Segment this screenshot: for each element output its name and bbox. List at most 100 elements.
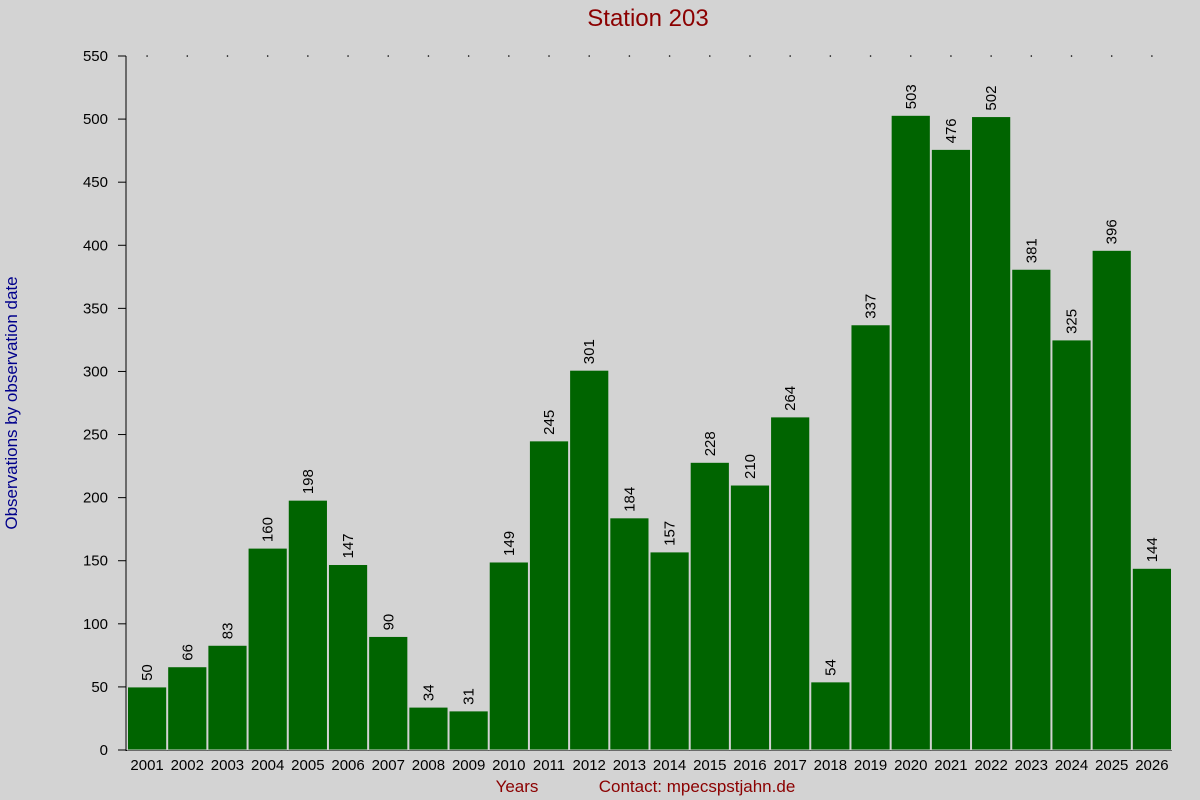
top-dot	[226, 55, 229, 57]
value-label: 90	[380, 614, 397, 631]
y-tick-label: 300	[83, 363, 108, 380]
y-tick-label: 100	[83, 616, 108, 633]
x-tick-label: 2026	[1135, 757, 1168, 774]
x-tick-label: 2004	[251, 757, 284, 774]
top-dot	[588, 55, 591, 57]
y-tick-label: 0	[100, 742, 108, 759]
x-tick-label: 2020	[894, 757, 927, 774]
y-tick-label: 250	[83, 427, 108, 444]
x-tick-label: 2016	[733, 757, 766, 774]
top-dot	[869, 55, 872, 57]
x-axis-label: Years	[496, 777, 539, 796]
x-tick-label: 2012	[573, 757, 606, 774]
value-label: 198	[300, 469, 317, 494]
y-tick-label: 50	[91, 679, 108, 696]
bar	[971, 116, 1012, 751]
y-tick-label: 550	[83, 48, 108, 65]
value-label: 157	[662, 521, 679, 546]
top-dot	[427, 55, 430, 57]
value-label: 245	[541, 410, 558, 435]
x-tick-label: 2006	[331, 757, 364, 774]
y-tick-label: 450	[83, 174, 108, 191]
value-label: 50	[139, 664, 156, 681]
value-label: 337	[863, 294, 880, 319]
x-tick-label: 2021	[934, 757, 967, 774]
bar	[930, 148, 972, 751]
top-dot	[990, 55, 992, 57]
bar	[287, 499, 328, 751]
y-tick-label: 400	[83, 237, 108, 254]
x-tick-label: 2019	[854, 757, 887, 774]
bar	[528, 440, 570, 751]
bar	[850, 324, 891, 751]
top-dot	[829, 55, 832, 57]
x-tick-label: 2005	[291, 757, 324, 774]
top-dot	[950, 55, 952, 57]
x-tick-label: 2010	[492, 757, 525, 774]
top-dot	[909, 55, 912, 57]
value-label: 264	[782, 386, 799, 411]
value-label: 228	[702, 431, 719, 456]
value-label: 83	[219, 623, 236, 640]
x-tick-label: 2025	[1095, 757, 1128, 774]
bar	[1131, 567, 1173, 751]
y-tick-label: 350	[83, 300, 108, 317]
x-tick-label: 2015	[693, 757, 726, 774]
x-tick-label: 2022	[974, 757, 1007, 774]
bar	[488, 561, 529, 751]
chart-title: Station 203	[587, 5, 708, 32]
top-dot	[749, 55, 751, 57]
x-tick-label: 2001	[130, 757, 163, 774]
value-label: 503	[903, 84, 920, 109]
bar	[408, 706, 449, 751]
value-label: 210	[742, 454, 759, 479]
bar	[327, 564, 369, 751]
bar	[810, 681, 851, 751]
bar	[569, 369, 610, 751]
y-tick-label: 500	[83, 111, 108, 128]
value-label: 476	[943, 118, 960, 143]
x-tick-label: 2018	[814, 757, 847, 774]
bar	[207, 644, 248, 751]
top-dot	[1151, 55, 1153, 57]
top-dot	[548, 55, 550, 57]
top-dot	[467, 55, 470, 57]
x-tick-label: 2023	[1015, 757, 1048, 774]
x-tick-label: 2008	[412, 757, 445, 774]
bar	[689, 461, 730, 751]
top-dot	[186, 55, 189, 57]
top-dot	[789, 55, 791, 57]
value-label: 184	[621, 487, 638, 512]
x-tick-label: 2002	[171, 757, 204, 774]
value-label: 149	[501, 531, 518, 556]
value-label: 54	[822, 659, 839, 676]
value-label: 381	[1023, 238, 1040, 263]
top-dot	[668, 55, 671, 57]
x-tick-label: 2003	[211, 757, 244, 774]
x-tick-label: 2011	[533, 757, 565, 774]
bar	[127, 686, 168, 751]
bar	[649, 551, 690, 751]
bar	[890, 114, 931, 751]
bar	[609, 517, 650, 751]
y-tick-label: 150	[83, 553, 108, 570]
bar	[247, 547, 288, 751]
value-label: 34	[420, 684, 437, 701]
top-dot	[1070, 55, 1073, 57]
top-dot	[387, 55, 390, 57]
top-dot	[708, 55, 711, 57]
y-axis-label: Observations by observation date	[2, 276, 21, 529]
bar	[167, 666, 208, 751]
value-label: 396	[1104, 219, 1121, 244]
top-dot	[146, 55, 148, 57]
bar	[729, 484, 771, 751]
x-tick-label: 2009	[452, 757, 485, 774]
top-dot	[307, 55, 309, 57]
top-dot	[347, 55, 349, 57]
x-tick-label: 2007	[372, 757, 405, 774]
bar	[1011, 268, 1052, 751]
bar	[368, 635, 409, 751]
x-tick-label: 2024	[1055, 757, 1088, 774]
y-tick-label: 200	[83, 490, 108, 507]
value-label: 66	[179, 644, 196, 661]
